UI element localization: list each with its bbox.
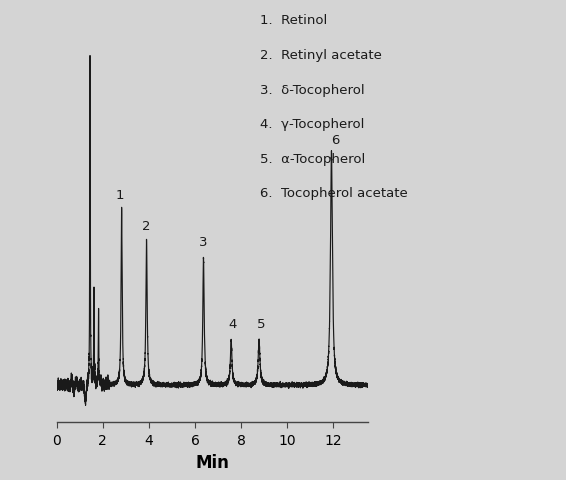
- Text: 6: 6: [331, 133, 339, 146]
- X-axis label: Min: Min: [195, 455, 229, 472]
- Text: 2.  Retinyl acetate: 2. Retinyl acetate: [260, 49, 382, 62]
- Text: 6.  Tocopherol acetate: 6. Tocopherol acetate: [260, 187, 408, 200]
- Text: 3: 3: [199, 236, 208, 249]
- Text: 5: 5: [257, 318, 265, 331]
- Text: 2: 2: [142, 220, 151, 233]
- Text: 4: 4: [229, 318, 237, 331]
- Text: 1: 1: [115, 189, 123, 203]
- Text: 1.  Retinol: 1. Retinol: [260, 14, 328, 27]
- Text: 3.  δ-Tocopherol: 3. δ-Tocopherol: [260, 84, 365, 96]
- Text: 5.  α-Tocopherol: 5. α-Tocopherol: [260, 153, 366, 166]
- Text: 4.  γ-Tocopherol: 4. γ-Tocopherol: [260, 118, 365, 131]
